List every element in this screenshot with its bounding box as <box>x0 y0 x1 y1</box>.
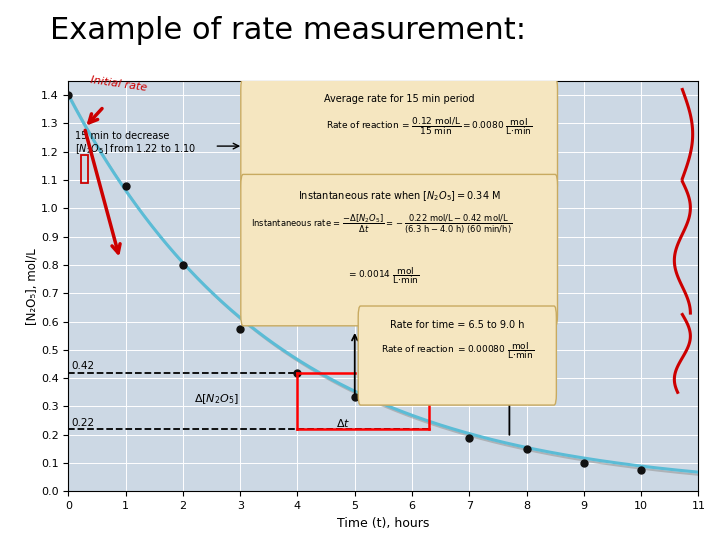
Text: $= 0.0014\ \dfrac{\mathrm{mol}}{\mathrm{L{\cdot}min}}$: $= 0.0014\ \dfrac{\mathrm{mol}}{\mathrm{… <box>347 265 420 286</box>
FancyBboxPatch shape <box>240 78 557 193</box>
Text: 15 min to decrease
$[N_2O_5]$ from 1.22 to 1.10: 15 min to decrease $[N_2O_5]$ from 1.22 … <box>76 131 197 156</box>
Bar <box>81 154 89 183</box>
Text: Rate of reaction $= 0.00080\ \dfrac{\mathrm{mol}}{\mathrm{L{\cdot}min}}$: Rate of reaction $= 0.00080\ \dfrac{\mat… <box>381 340 534 361</box>
Text: 0.22: 0.22 <box>72 418 95 428</box>
Text: Example of rate measurement:: Example of rate measurement: <box>50 16 526 45</box>
Text: Rate for time = 6.5 to 9.0 h: Rate for time = 6.5 to 9.0 h <box>390 320 525 330</box>
Y-axis label: [N₂O₅], mol/L: [N₂O₅], mol/L <box>25 248 38 325</box>
Text: $\Delta[N_2O_5]$: $\Delta[N_2O_5]$ <box>194 393 239 406</box>
X-axis label: Time (t), hours: Time (t), hours <box>337 517 430 530</box>
Text: Average rate for 15 min period: Average rate for 15 min period <box>324 94 474 104</box>
Text: Instantaneous rate when $[N_2O_5] = 0.34$ M: Instantaneous rate when $[N_2O_5] = 0.34… <box>298 189 501 203</box>
Text: Rate of reaction = $\dfrac{0.12\ \mathrm{mol/L}}{15\ \mathrm{min}}$$ = 0.0080\ \: Rate of reaction = $\dfrac{0.12\ \mathrm… <box>326 115 533 137</box>
Text: 0.42: 0.42 <box>72 361 95 371</box>
FancyBboxPatch shape <box>358 306 557 405</box>
FancyBboxPatch shape <box>240 174 557 326</box>
Text: Instantaneous rate = $\dfrac{-\Delta[N_2O_5]}{\Delta t}$$ = -\dfrac{0.22\ \mathr: Instantaneous rate = $\dfrac{-\Delta[N_2… <box>251 213 512 236</box>
Text: $\Delta t$: $\Delta t$ <box>336 417 351 429</box>
Text: Initial rate: Initial rate <box>90 75 148 93</box>
